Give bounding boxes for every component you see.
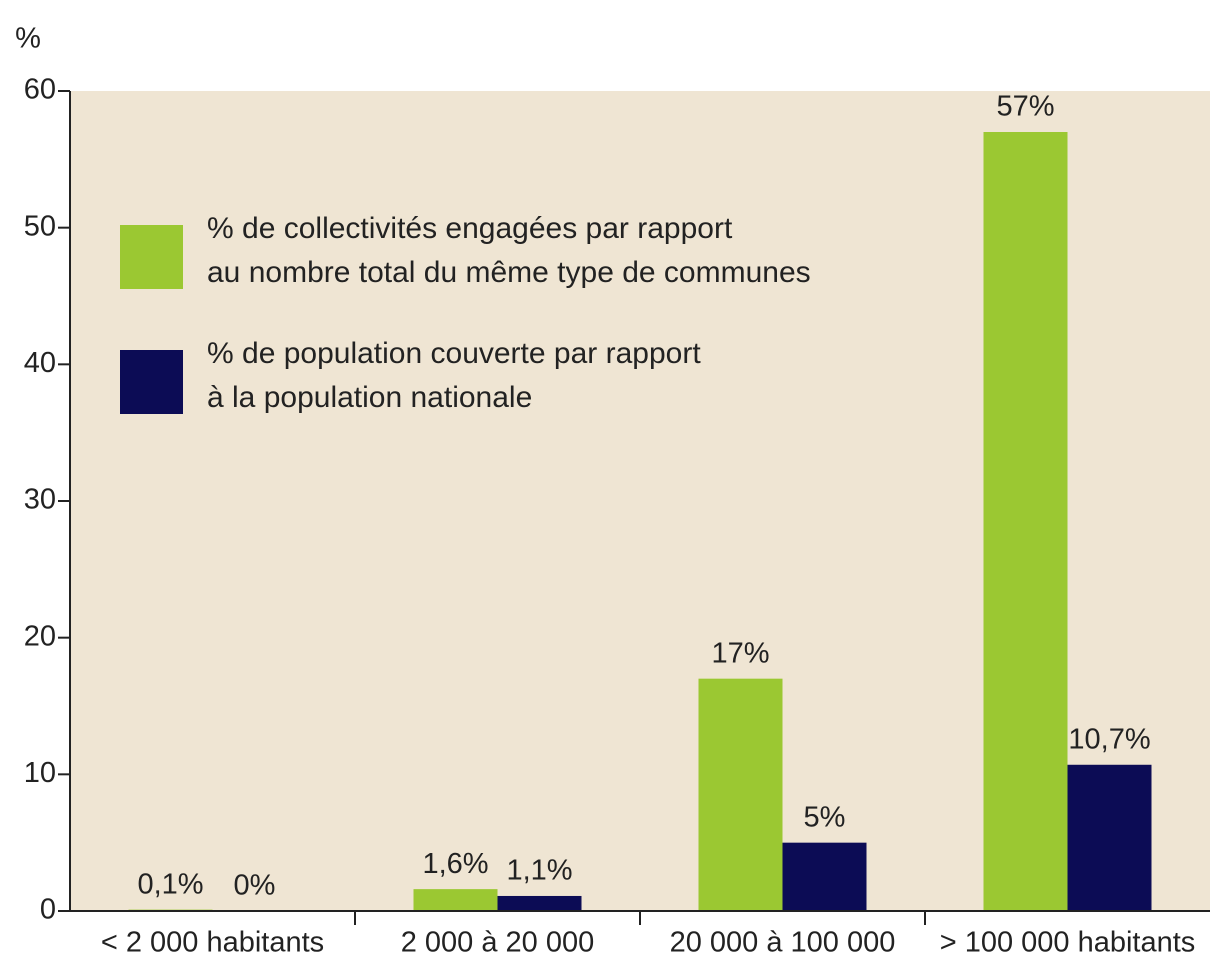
value-label: 57%: [996, 91, 1054, 123]
bar: [782, 842, 867, 911]
bar: [698, 678, 783, 911]
legend-swatch: [120, 225, 183, 289]
bar: [497, 895, 582, 911]
y-tick-label: 0: [40, 894, 56, 926]
y-tick-label: 20: [24, 620, 56, 652]
value-label: 1,6%: [422, 848, 488, 880]
value-label: 0,1%: [137, 868, 203, 900]
value-label: 1,1%: [506, 855, 572, 887]
legend-label: % de collectivités engagées par rapport …: [207, 212, 811, 289]
y-tick-label: 60: [24, 74, 56, 106]
y-tick-label: 30: [24, 484, 56, 516]
x-tick-label: 2 000 à 20 000: [401, 927, 595, 959]
y-axis-label: %: [15, 23, 41, 55]
bar: [413, 889, 498, 911]
legend-swatch: [120, 350, 183, 414]
y-tick-label: 10: [24, 757, 56, 789]
value-label: 17%: [711, 637, 769, 669]
value-label: 10,7%: [1068, 723, 1150, 755]
x-tick-label: > 100 000 habitants: [940, 927, 1196, 959]
y-tick-label: 50: [24, 210, 56, 242]
legend-label: % de population couverte par rapport à l…: [207, 337, 701, 414]
value-label: 5%: [804, 801, 846, 833]
value-label: 0%: [234, 870, 276, 902]
y-tick-label: 40: [24, 347, 56, 379]
bar: [983, 132, 1068, 911]
x-tick-label: 20 000 à 100 000: [670, 927, 896, 959]
bar: [1067, 764, 1152, 911]
x-tick-label: < 2 000 habitants: [101, 927, 324, 959]
